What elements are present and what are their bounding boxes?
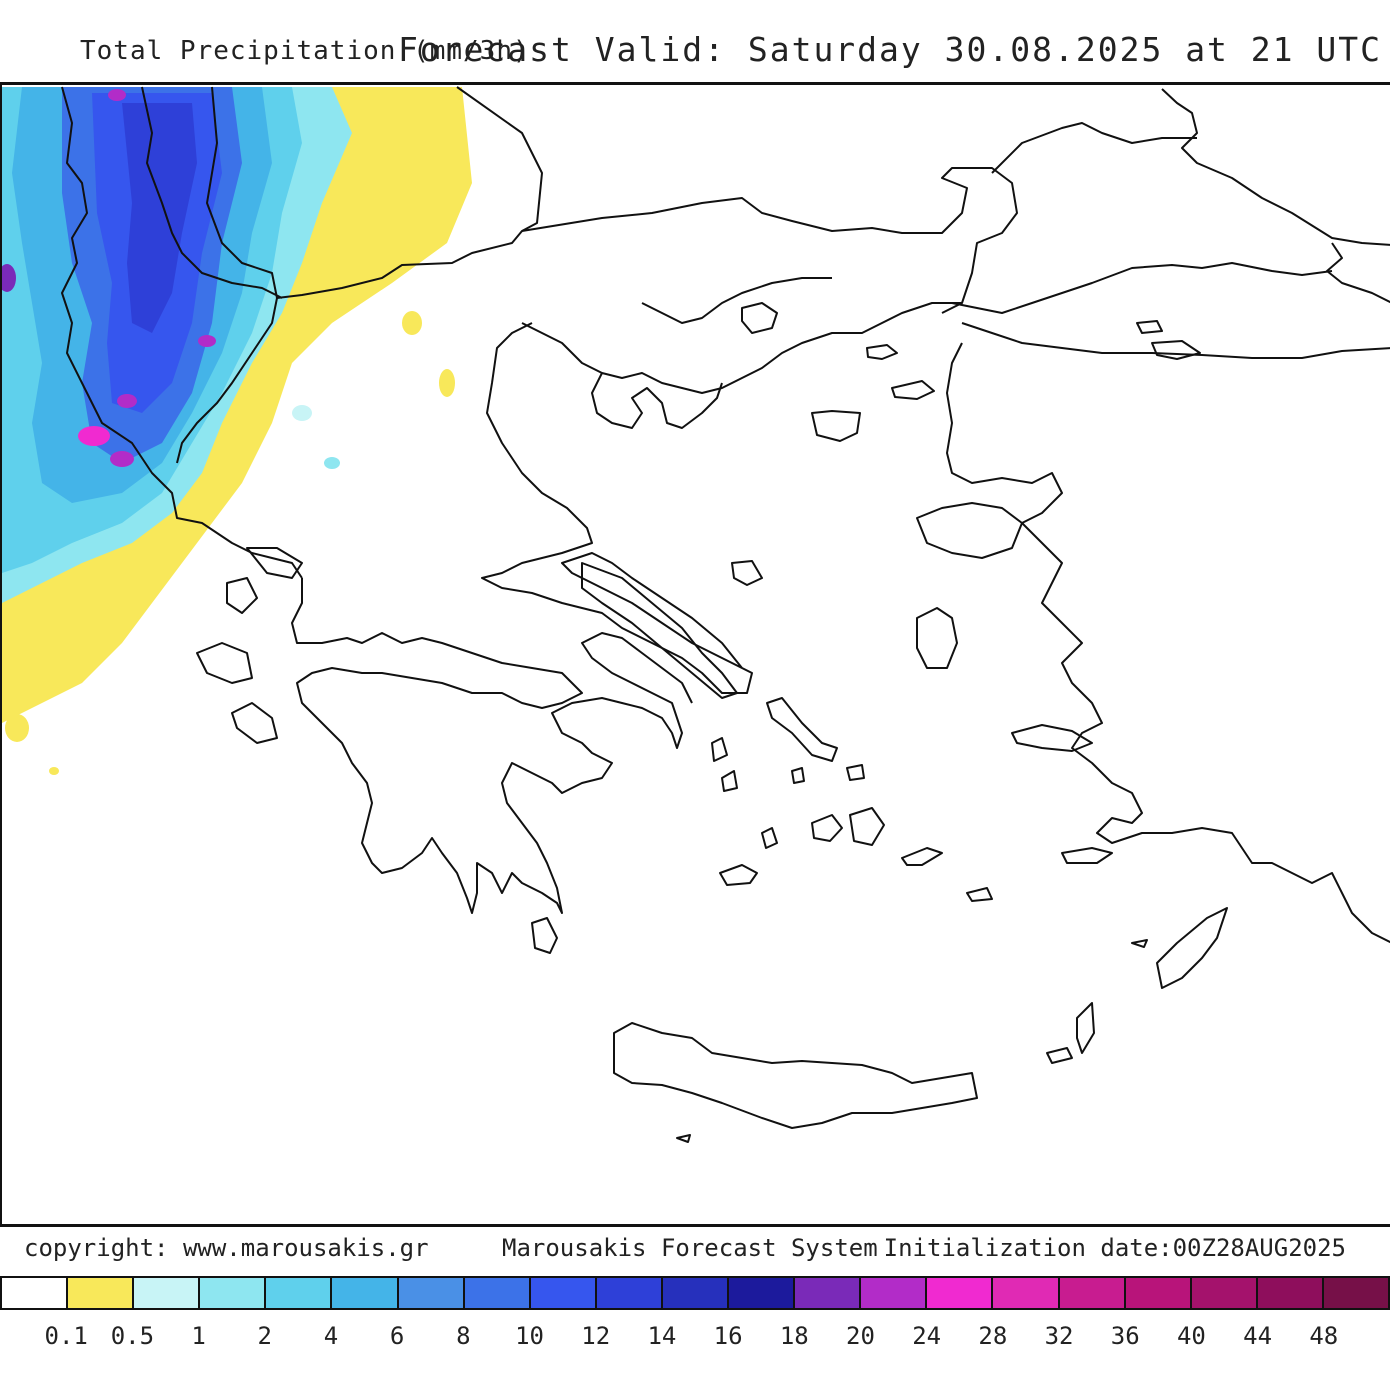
- legend-tick-label: 20: [846, 1322, 875, 1350]
- legend-tick-label: 0.5: [110, 1322, 155, 1350]
- legend-swatch: [662, 1278, 730, 1308]
- legend-tick-label: 36: [1110, 1322, 1140, 1350]
- legend-swatch: [861, 1278, 928, 1308]
- color-legend: [0, 1276, 1390, 1310]
- legend-tick-label: 18: [779, 1322, 809, 1350]
- precipitation-map: [0, 82, 1390, 1227]
- legend-tick-label: 0.1: [44, 1322, 88, 1350]
- forecast-valid-time: Forecast Valid: Saturday 30.08.2025 at 2…: [397, 30, 1382, 69]
- legend-swatch: [993, 1278, 1060, 1308]
- legend-tick-label: 40: [1176, 1322, 1206, 1350]
- legend-swatch: [1125, 1278, 1192, 1308]
- legend-tick-label: 28: [978, 1322, 1008, 1350]
- legend-swatch: [1257, 1278, 1324, 1308]
- legend-tick-label: 24: [912, 1322, 942, 1350]
- legend-swatch: [795, 1278, 862, 1308]
- legend-swatch: [1059, 1278, 1126, 1308]
- legend-swatch: [134, 1278, 201, 1308]
- legend-swatch: [332, 1278, 399, 1308]
- legend-tick-label: 48: [1309, 1322, 1339, 1350]
- legend-tick-label: 2: [257, 1322, 272, 1350]
- map-title: Total Precipitation (mm/3h): [80, 36, 530, 66]
- initialization-date: Initialization date:00Z28AUG2025: [883, 1234, 1346, 1262]
- legend-swatch: [464, 1278, 531, 1308]
- legend-swatch: [596, 1278, 663, 1308]
- legend-tick-label: 1: [191, 1322, 206, 1350]
- legend-tick-label: 32: [1044, 1322, 1074, 1350]
- map-canvas: [2, 86, 1390, 1143]
- legend-tick-label: 10: [515, 1322, 544, 1350]
- legend-tick-label: 4: [323, 1322, 339, 1350]
- legend-swatch: [530, 1278, 597, 1308]
- legend-tick-label: 12: [581, 1322, 611, 1350]
- legend-tick-label: 14: [647, 1322, 677, 1350]
- legend-swatch: [1323, 1278, 1388, 1308]
- copyright-text: copyright: www.marousakis.gr: [24, 1234, 429, 1262]
- legend-tick-label: 8: [456, 1322, 471, 1350]
- footer: copyright: www.marousakis.gr Marousakis …: [0, 1228, 1390, 1268]
- header: Total Precipitation (mm/3h) Forecast Val…: [0, 0, 1390, 82]
- legend-swatch: [2, 1278, 69, 1308]
- legend-swatch: [266, 1278, 333, 1308]
- legend-swatch: [729, 1278, 796, 1308]
- legend-bar: [0, 1276, 1390, 1310]
- system-name: Marousakis Forecast System: [502, 1234, 878, 1262]
- legend-swatch: [68, 1278, 135, 1308]
- legend-swatch: [927, 1278, 994, 1308]
- legend-tick-label: 16: [713, 1322, 743, 1350]
- legend-ticks: 0.1 0.5 1 2 4 6 8 10 12 14 16 18 20 24 28 32 36 40 44 48: [0, 1322, 1390, 1362]
- coastline: [61, 86, 1390, 1143]
- legend-swatch: [398, 1278, 465, 1308]
- legend-swatch: [200, 1278, 267, 1308]
- legend-tick-label: 44: [1243, 1322, 1273, 1350]
- legend-swatch: [1191, 1278, 1258, 1308]
- legend-tick-label: 6: [389, 1322, 405, 1350]
- precipitation-field: [2, 87, 472, 775]
